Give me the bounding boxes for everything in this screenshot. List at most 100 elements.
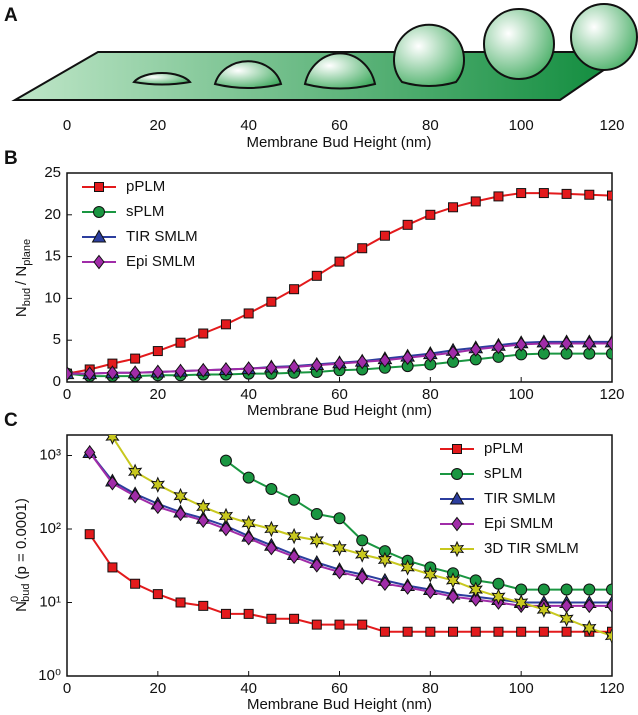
- marker: [94, 182, 104, 192]
- marker: [449, 491, 465, 505]
- marker: [265, 360, 278, 376]
- marker: [606, 336, 612, 351]
- x-axis-label: Membrane Bud Height (nm): [246, 134, 431, 151]
- marker: [470, 342, 482, 357]
- marker: [448, 202, 459, 213]
- x-tick-label: 100: [509, 386, 534, 403]
- marker: [537, 583, 550, 596]
- bud: [213, 60, 283, 89]
- marker: [606, 583, 612, 596]
- marker: [538, 188, 549, 199]
- marker: [93, 206, 105, 218]
- x-tick-label: 120: [599, 386, 624, 403]
- marker: [584, 189, 595, 200]
- bud: [132, 72, 192, 86]
- marker: [492, 577, 505, 590]
- marker: [152, 499, 164, 515]
- marker: [174, 506, 187, 522]
- marker: [515, 337, 527, 352]
- marker: [357, 243, 368, 254]
- marker: [152, 364, 164, 380]
- marker: [400, 559, 415, 576]
- marker: [152, 346, 163, 357]
- y-tick-label: 10: [44, 289, 61, 306]
- panel-label: B: [4, 148, 18, 169]
- marker: [175, 337, 186, 348]
- marker: [448, 626, 459, 637]
- marker: [559, 610, 574, 628]
- marker: [241, 514, 256, 532]
- marker: [379, 626, 390, 637]
- marker: [445, 572, 461, 589]
- marker: [130, 353, 141, 364]
- marker: [266, 613, 277, 624]
- x-tick-label: 20: [149, 680, 166, 697]
- marker: [198, 328, 209, 339]
- y-axis-label: N0bud(p = 0.0001): [9, 498, 32, 612]
- marker: [470, 626, 481, 637]
- panel-label: A: [4, 5, 18, 26]
- marker: [582, 619, 597, 637]
- marker: [470, 592, 482, 607]
- marker: [196, 498, 211, 516]
- marker: [152, 589, 163, 600]
- marker: [560, 336, 573, 351]
- marker: [451, 516, 463, 532]
- marker: [84, 529, 95, 540]
- marker: [402, 219, 413, 230]
- x-tick-label: 0: [63, 117, 71, 134]
- y-tick-label: 0: [53, 373, 61, 390]
- marker: [379, 230, 390, 241]
- x-tick-label: 80: [422, 680, 439, 697]
- x-tick-label: 0: [63, 386, 71, 403]
- marker: [356, 534, 369, 547]
- marker: [84, 366, 96, 381]
- marker: [357, 619, 368, 630]
- x-tick-label: 0: [63, 680, 71, 697]
- marker: [583, 336, 595, 351]
- y-tick-label: 10²: [39, 520, 61, 537]
- panel-label: C: [4, 410, 18, 431]
- marker: [311, 357, 323, 373]
- x-tick-label: 100: [509, 117, 534, 134]
- marker: [197, 513, 209, 528]
- marker: [243, 608, 254, 619]
- marker: [288, 493, 301, 506]
- marker: [583, 583, 596, 596]
- marker: [561, 188, 572, 199]
- marker: [174, 363, 187, 379]
- marker: [198, 600, 209, 611]
- plot-area: [67, 188, 612, 382]
- marker: [128, 463, 143, 481]
- x-tick-label: 60: [331, 117, 348, 134]
- y-tick-label: 10³: [39, 446, 61, 463]
- marker: [150, 476, 165, 493]
- marker: [220, 319, 231, 330]
- marker: [106, 475, 119, 491]
- y-axis-label: Nbud/ Nplane: [13, 239, 33, 317]
- marker: [424, 347, 436, 363]
- marker: [310, 507, 323, 520]
- marker: [93, 254, 105, 270]
- marker: [197, 362, 209, 378]
- marker: [536, 601, 551, 618]
- marker: [220, 521, 232, 537]
- marker: [538, 626, 549, 637]
- x-tick-label: 20: [149, 386, 166, 403]
- marker: [607, 190, 612, 201]
- marker: [402, 626, 413, 637]
- marker: [173, 487, 188, 505]
- marker: [311, 558, 323, 573]
- marker: [606, 598, 612, 614]
- marker: [311, 619, 322, 630]
- marker: [265, 483, 278, 496]
- marker: [514, 594, 529, 611]
- marker: [447, 589, 459, 604]
- marker: [333, 356, 346, 371]
- marker: [401, 350, 414, 366]
- y-tick-label: 5: [53, 331, 61, 348]
- marker: [561, 626, 572, 637]
- marker: [286, 527, 302, 545]
- bud: [393, 23, 465, 87]
